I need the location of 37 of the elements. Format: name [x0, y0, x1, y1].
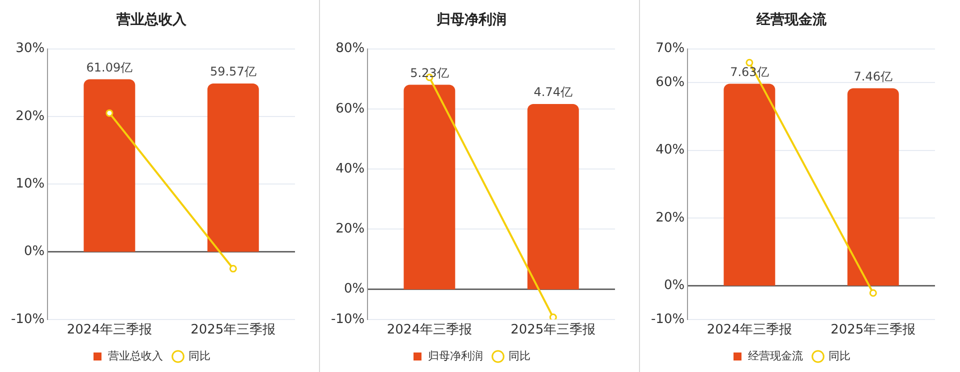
- chart-title: 营业总收入: [116, 12, 188, 28]
- y-tick-label: 0%: [344, 282, 365, 297]
- y-tick-label: 40%: [656, 142, 685, 158]
- y-tick-label: 20%: [336, 222, 365, 237]
- data-label: 61.09亿: [86, 60, 133, 74]
- y-tick-label: -10%: [330, 312, 365, 327]
- y-tick-label: 0%: [24, 244, 45, 260]
- data-label: 59.57亿: [210, 64, 256, 79]
- legend-label: 归母净利润: [428, 349, 483, 362]
- y-tick-label: 20%: [656, 210, 685, 226]
- y-tick-label: 0%: [664, 278, 685, 293]
- y-tick-label: -10%: [650, 312, 685, 327]
- legend-label: 同比: [188, 349, 210, 362]
- chart-title: 归母净利润: [436, 11, 506, 28]
- y-tick-label: 40%: [336, 161, 365, 176]
- legend-label: 同比: [508, 349, 530, 362]
- y-tick-label: -10%: [10, 312, 45, 327]
- data-label: 7.46亿: [854, 69, 893, 84]
- legend-label: 同比: [828, 349, 850, 362]
- y-tick-label: 20%: [16, 108, 45, 124]
- legend-label: 经营现金流: [748, 349, 803, 362]
- y-tick-label: 60%: [656, 75, 685, 90]
- data-label: 5.23亿: [410, 66, 449, 80]
- y-tick-label: 70%: [656, 41, 685, 56]
- x-tick-label: 2025年三季报: [190, 322, 276, 338]
- x-tick-label: 2024年三季报: [706, 322, 792, 338]
- y-tick-label: 10%: [16, 176, 45, 192]
- x-tick-label: 2024年三季报: [386, 322, 472, 338]
- y-tick-label: 80%: [336, 41, 365, 56]
- legend-label: 营业总收入: [108, 349, 163, 362]
- y-tick-label: 60%: [336, 101, 365, 116]
- y-tick-label: 30%: [16, 41, 45, 56]
- chart-title: 经营现金流: [756, 11, 828, 28]
- x-tick-label: 2025年三季报: [830, 322, 916, 338]
- x-tick-label: 2025年三季报: [510, 322, 596, 338]
- data-label: 4.74亿: [534, 85, 573, 100]
- x-tick-label: 2024年三季报: [66, 322, 152, 338]
